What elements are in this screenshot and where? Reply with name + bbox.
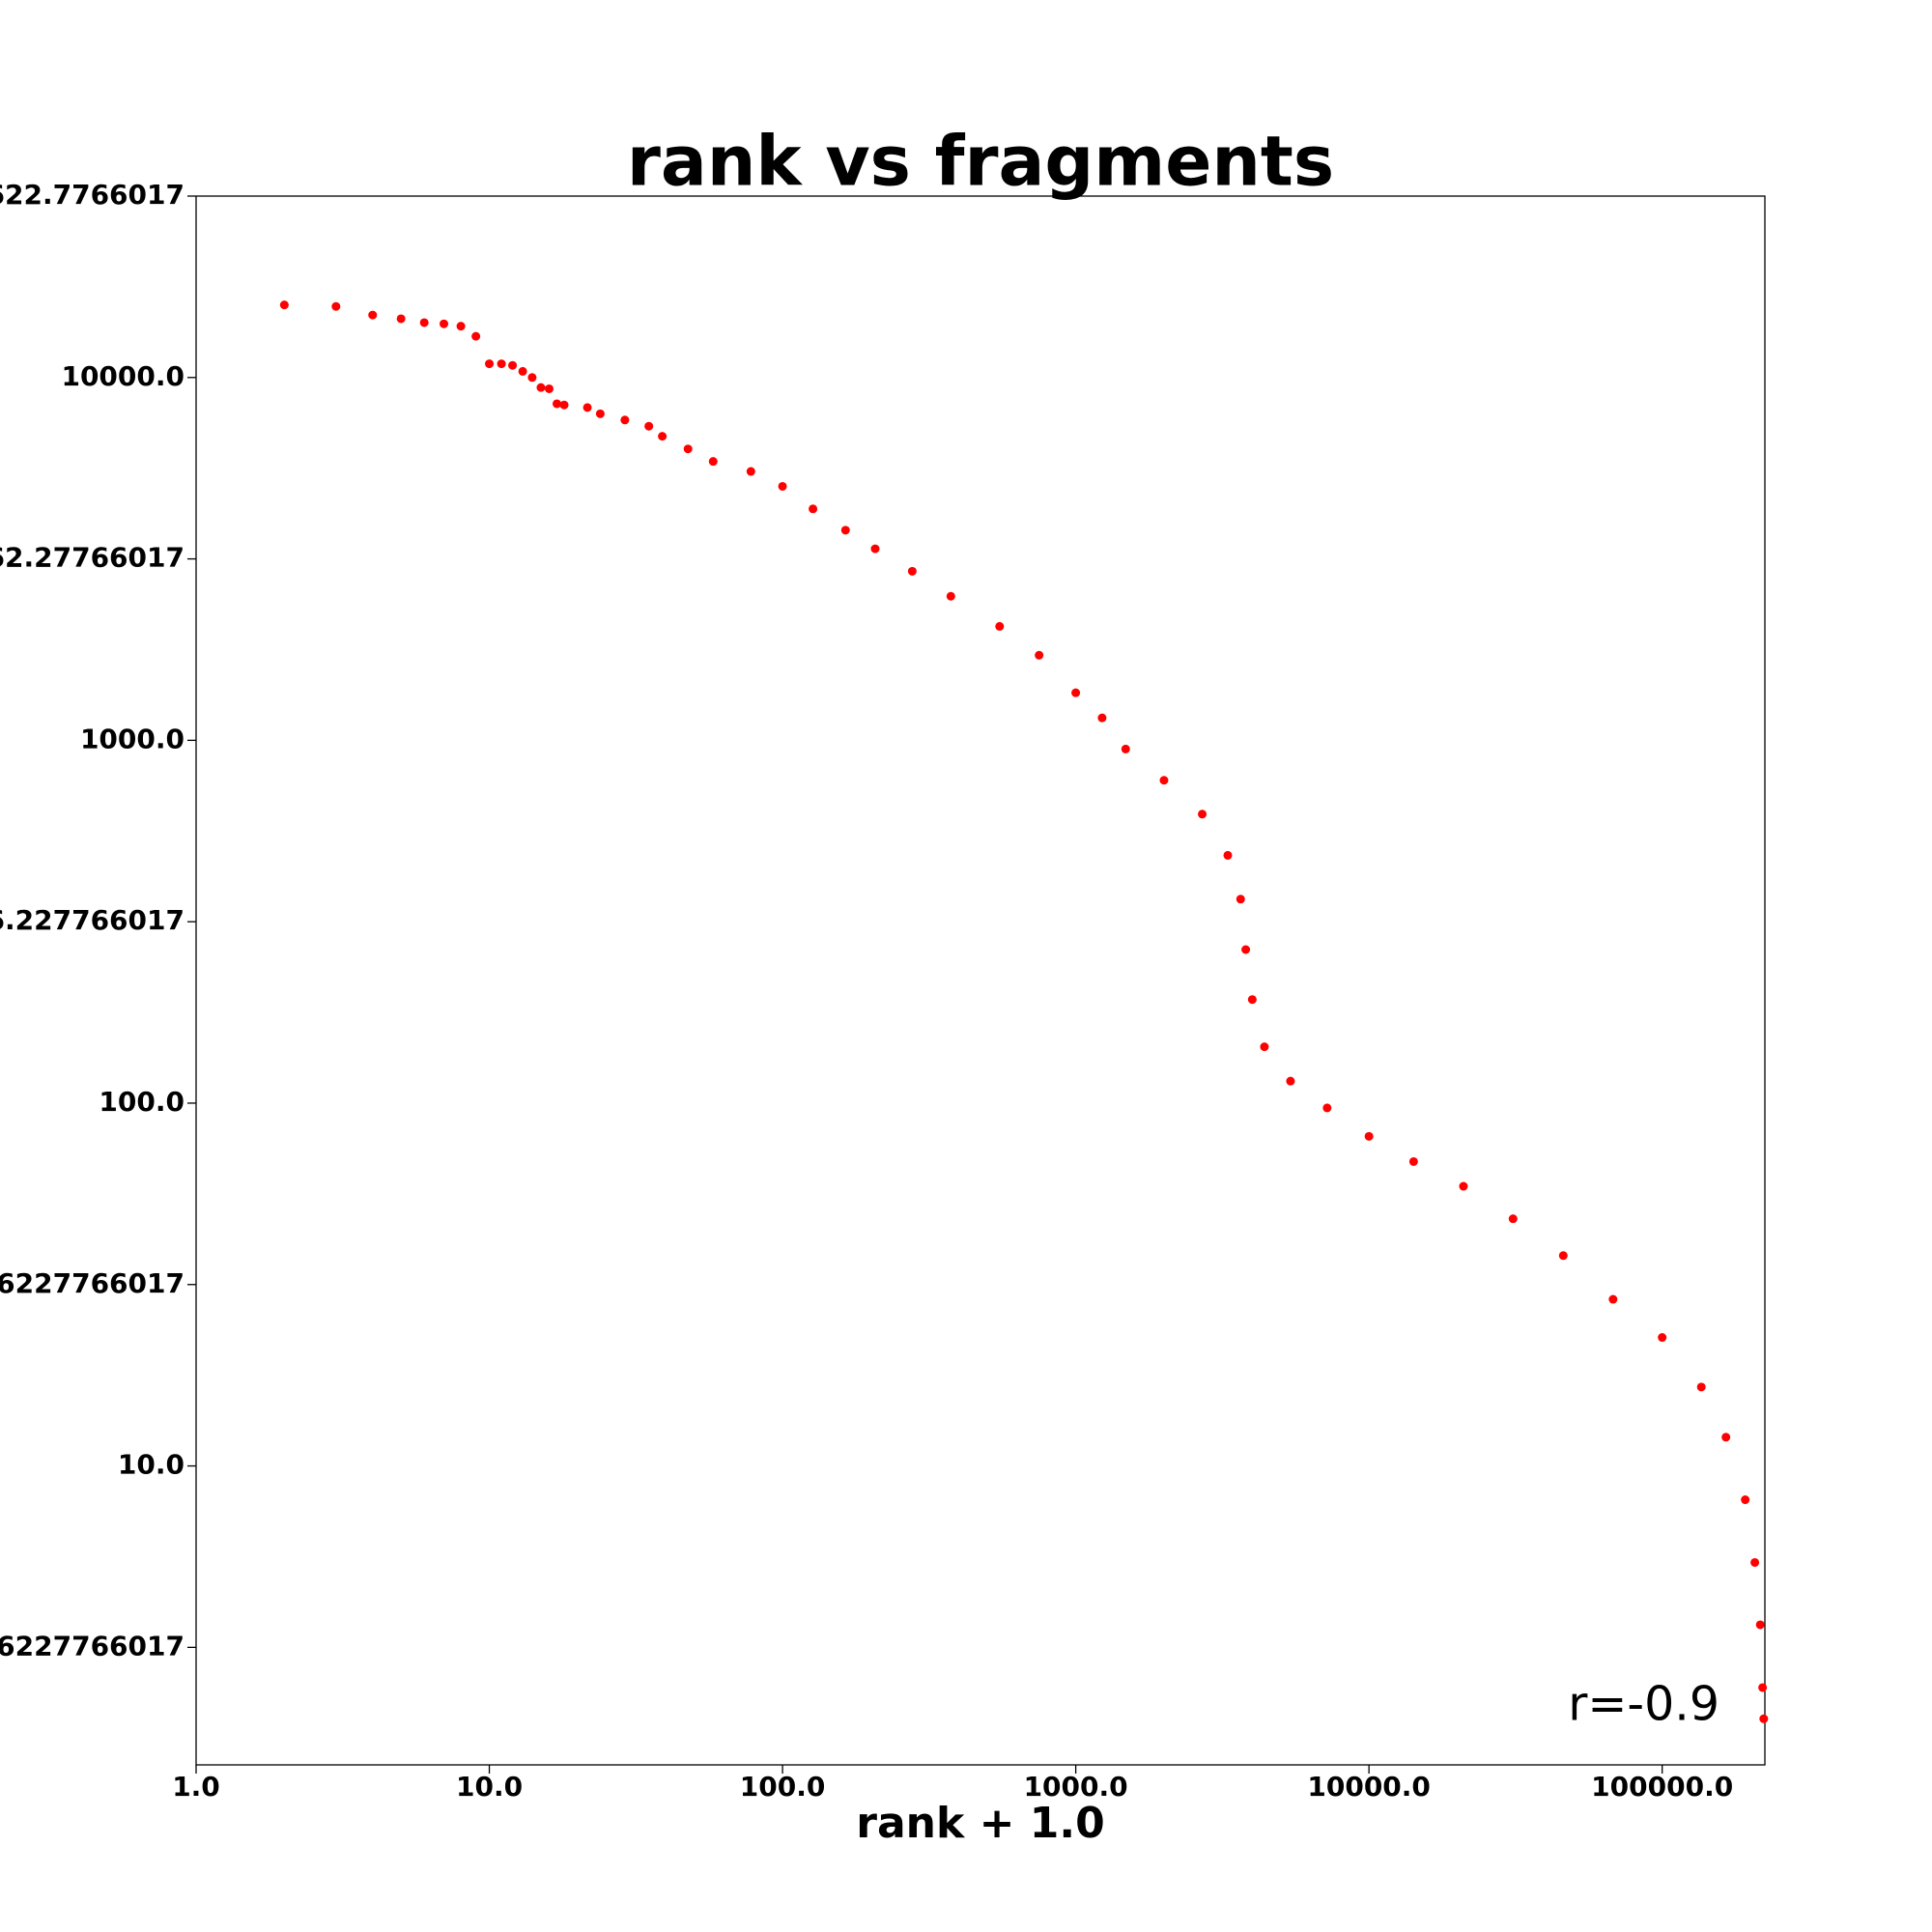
y-tick-label: 10000.0 [61,360,185,392]
point [1759,1714,1769,1723]
point [1758,1683,1768,1692]
point [1558,1251,1568,1261]
x-tick-label: 1.0 [172,1771,220,1803]
point [1608,1294,1618,1304]
point [368,310,378,320]
point [1035,650,1044,660]
point [419,318,429,327]
point [1223,850,1233,860]
point [1159,776,1169,785]
point [508,360,518,370]
point [1364,1131,1374,1141]
point [809,504,818,514]
point [1741,1495,1750,1505]
x-tick-label: 10.0 [456,1771,523,1803]
point [1286,1076,1295,1086]
point [995,621,1005,631]
point [471,331,481,341]
point [559,400,569,410]
point [279,300,289,310]
point [658,432,668,441]
x-tick-label: 1000.0 [1024,1771,1128,1803]
point [331,301,341,311]
point [595,409,605,418]
point [1121,744,1130,753]
annotation: r=-0.9 [1568,1677,1719,1732]
point [620,415,630,425]
chart-title: rank vs fragments [627,122,1334,202]
point [1071,688,1081,697]
point [1260,1042,1269,1052]
x-tick-label: 10000.0 [1307,1771,1431,1803]
plot-frame [195,195,1766,1766]
y-tick-label: 316.227766017 [0,904,185,936]
point [396,314,406,324]
point [1198,810,1208,819]
y-tick-label: 31622.7766017 [0,179,185,211]
point [1508,1214,1518,1224]
y-tick-label: 10.0 [118,1449,185,1481]
point [708,457,718,467]
y-tick-label: 3162.27766017 [0,542,185,574]
point [778,481,787,491]
point [1241,945,1251,954]
point [840,526,850,535]
point [1097,713,1107,723]
point [497,359,506,369]
point [1322,1103,1332,1113]
point [485,359,495,369]
point [1696,1382,1706,1392]
y-tick-label: 3.16227766017 [0,1630,185,1662]
x-tick-label: 100000.0 [1591,1771,1733,1803]
point [870,544,880,554]
y-tick-label: 31.6227766017 [0,1267,185,1299]
point [1408,1156,1418,1166]
point [536,383,546,392]
point [683,444,693,454]
point [1755,1620,1765,1630]
point [440,319,449,328]
point [907,566,917,576]
point [1236,895,1245,904]
point [1459,1181,1468,1191]
y-tick-label: 1000.0 [80,723,185,754]
point [1247,995,1257,1005]
point [544,384,554,393]
point [552,399,561,409]
point [518,366,527,376]
point [1750,1557,1760,1567]
point [1721,1433,1731,1442]
y-tick-label: 100.0 [99,1086,185,1118]
point [746,467,755,476]
point [644,421,654,431]
x-axis-label: rank + 1.0 [856,1799,1104,1848]
point [1658,1333,1667,1343]
x-tick-label: 100.0 [740,1771,826,1803]
point [527,373,537,383]
point [582,403,592,412]
point [946,591,955,601]
point [456,322,466,331]
